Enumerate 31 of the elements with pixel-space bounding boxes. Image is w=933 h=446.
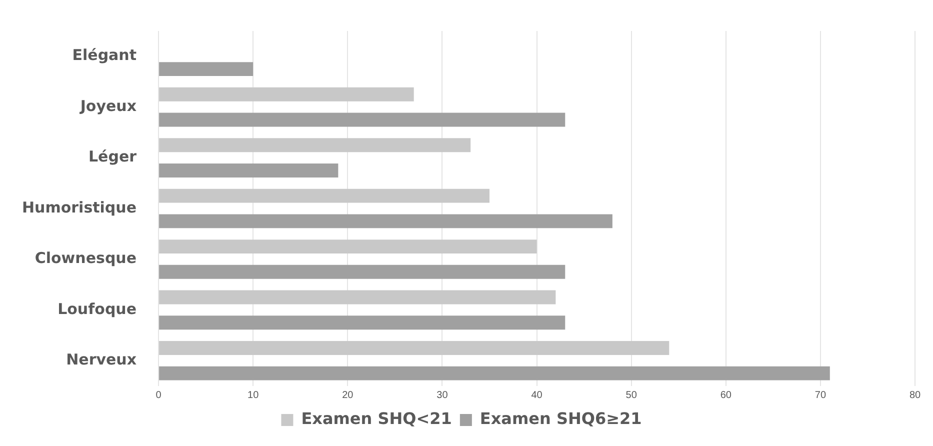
bar: [159, 290, 556, 304]
x-tick-label: 70: [814, 390, 826, 401]
x-tick-label: 50: [626, 390, 638, 401]
y-tick-label: Humoristique: [22, 198, 137, 216]
x-tick-label: 0: [156, 390, 162, 401]
y-tick-label: Joyeux: [79, 96, 137, 115]
y-tick-label: Nerveux: [66, 350, 137, 369]
y-tick-label: Léger: [88, 148, 138, 166]
bar: [159, 366, 830, 380]
bar: [159, 240, 537, 254]
bar: [159, 188, 490, 203]
x-tick-label: 10: [248, 390, 260, 401]
bar: [159, 138, 471, 152]
legend-label: Examen SHQ<21: [301, 409, 452, 428]
x-tick-label: 80: [909, 390, 921, 401]
x-tick-label: 60: [720, 390, 732, 401]
y-tick-label: Loufoque: [58, 300, 137, 318]
bar: [159, 316, 566, 330]
x-tick-label: 40: [531, 390, 543, 401]
bar: [159, 62, 254, 76]
bar: [159, 163, 338, 178]
y-tick-label: Elégant: [72, 46, 137, 64]
y-tick-label: Clownesque: [34, 249, 137, 268]
bar: [159, 87, 414, 102]
legend-label: Examen SHQ6≥21: [480, 409, 642, 428]
bar: [159, 264, 566, 279]
x-tick-label: 30: [436, 390, 448, 401]
bar: [159, 214, 612, 228]
x-tick-label: 20: [342, 390, 354, 401]
bar: [159, 112, 566, 127]
bar: [159, 340, 670, 355]
